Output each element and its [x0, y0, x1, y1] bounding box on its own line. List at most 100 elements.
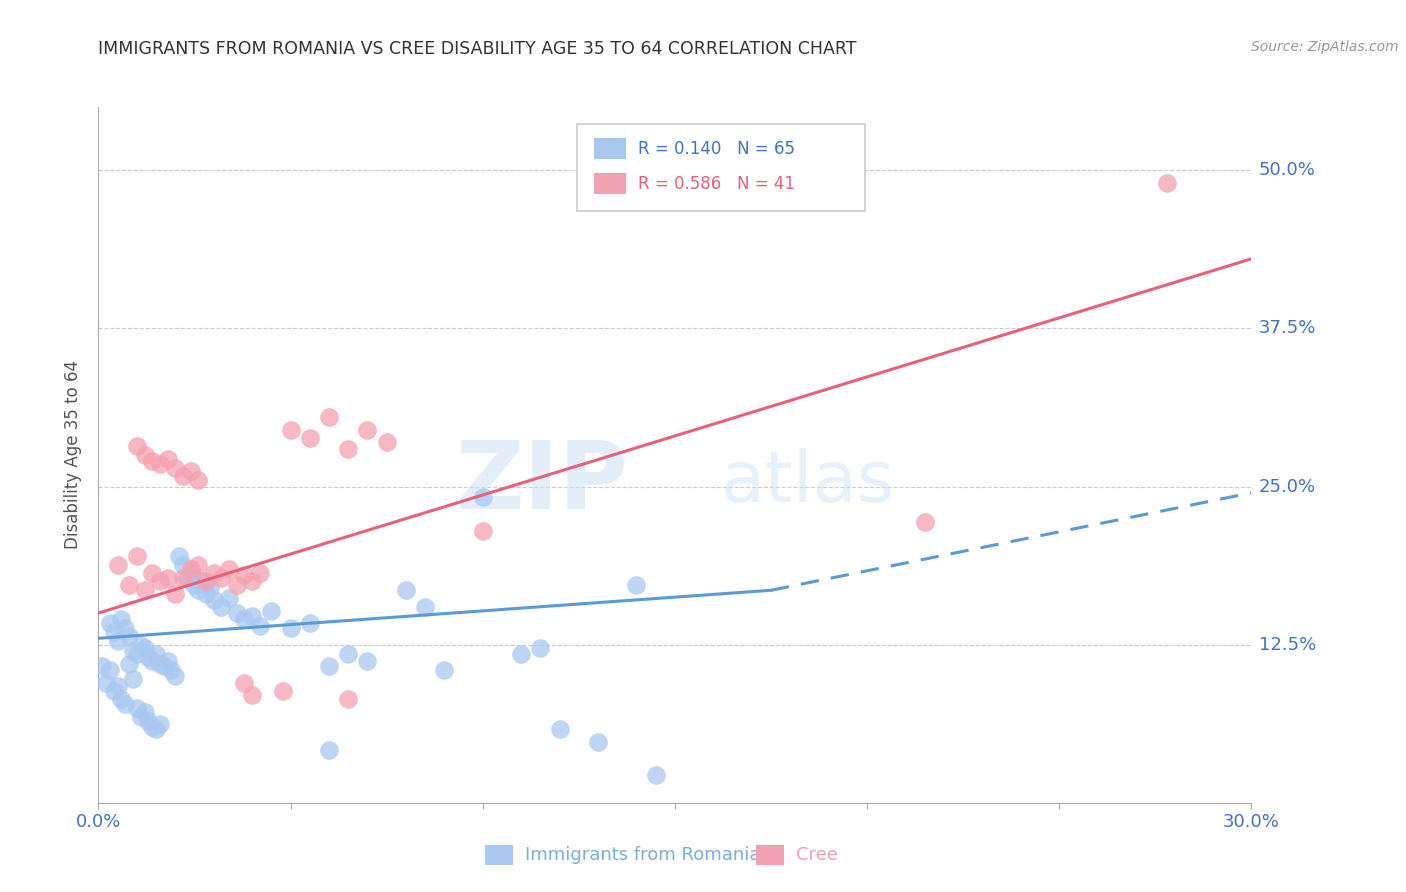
Point	[318, 409, 340, 424]
Point	[202, 566, 225, 580]
Point	[160, 663, 183, 677]
Point	[156, 451, 179, 466]
Point	[233, 568, 256, 582]
Point	[249, 566, 271, 580]
Point	[118, 578, 141, 592]
Point	[149, 457, 172, 471]
Point	[240, 688, 263, 702]
Point	[145, 723, 167, 737]
Point	[375, 435, 398, 450]
Point	[176, 571, 198, 585]
FancyBboxPatch shape	[595, 173, 627, 194]
Text: IMMIGRANTS FROM ROMANIA VS CREE DISABILITY AGE 35 TO 64 CORRELATION CHART: IMMIGRANTS FROM ROMANIA VS CREE DISABILI…	[98, 40, 856, 58]
Point	[114, 697, 136, 711]
Point	[107, 558, 129, 572]
Point	[98, 616, 121, 631]
Point	[180, 464, 202, 478]
Point	[249, 618, 271, 632]
Point	[298, 432, 321, 446]
Point	[103, 625, 125, 640]
Point	[914, 515, 936, 529]
Point	[172, 469, 194, 483]
Point	[165, 669, 187, 683]
Point	[198, 581, 221, 595]
Point	[225, 606, 247, 620]
Y-axis label: Disability Age 35 to 64: Disability Age 35 to 64	[65, 360, 83, 549]
Point	[471, 524, 494, 538]
Point	[167, 549, 190, 563]
FancyBboxPatch shape	[595, 138, 627, 159]
Point	[149, 657, 172, 671]
Point	[134, 583, 156, 598]
Point	[233, 675, 256, 690]
Point	[471, 490, 494, 504]
Point	[209, 599, 232, 614]
Point	[356, 423, 378, 437]
Point	[98, 663, 121, 677]
Point	[318, 742, 340, 756]
Text: 50.0%: 50.0%	[1258, 161, 1316, 179]
Point	[187, 583, 209, 598]
Point	[240, 574, 263, 589]
Point	[118, 629, 141, 643]
Point	[187, 558, 209, 572]
Point	[529, 641, 551, 656]
Point	[271, 684, 294, 698]
Point	[1156, 176, 1178, 190]
Text: R = 0.586   N = 41: R = 0.586 N = 41	[638, 175, 794, 193]
Point	[240, 608, 263, 623]
Text: Immigrants from Romania: Immigrants from Romania	[524, 846, 761, 864]
Point	[141, 566, 163, 580]
Point	[337, 692, 360, 706]
Point	[337, 647, 360, 661]
Point	[548, 723, 571, 737]
Point	[187, 473, 209, 487]
Point	[165, 587, 187, 601]
Point	[122, 644, 145, 658]
Point	[626, 578, 648, 592]
Point	[180, 566, 202, 580]
Point	[141, 720, 163, 734]
Text: 25.0%: 25.0%	[1258, 477, 1316, 496]
FancyBboxPatch shape	[755, 845, 785, 865]
Point	[195, 587, 218, 601]
Point	[114, 621, 136, 635]
Point	[195, 574, 218, 589]
Point	[510, 647, 533, 661]
Point	[94, 675, 117, 690]
Point	[395, 583, 418, 598]
Point	[152, 659, 174, 673]
Point	[209, 571, 232, 585]
Point	[165, 460, 187, 475]
Text: Cree: Cree	[796, 846, 838, 864]
Point	[129, 710, 152, 724]
Point	[103, 684, 125, 698]
Point	[134, 641, 156, 656]
Point	[141, 654, 163, 668]
Point	[125, 549, 148, 563]
Point	[644, 768, 666, 782]
Point	[125, 647, 148, 661]
Text: Source: ZipAtlas.com: Source: ZipAtlas.com	[1251, 40, 1399, 54]
Point	[191, 574, 214, 589]
Point	[356, 654, 378, 668]
Point	[110, 692, 132, 706]
Point	[172, 558, 194, 572]
Point	[433, 663, 456, 677]
Point	[134, 448, 156, 462]
FancyBboxPatch shape	[576, 124, 865, 211]
Point	[141, 454, 163, 468]
Point	[172, 571, 194, 585]
Point	[156, 654, 179, 668]
Point	[280, 423, 302, 437]
Point	[91, 659, 114, 673]
Point	[225, 578, 247, 592]
Point	[122, 672, 145, 686]
Point	[280, 621, 302, 635]
Point	[413, 599, 436, 614]
Point	[118, 657, 141, 671]
Point	[156, 571, 179, 585]
FancyBboxPatch shape	[485, 845, 513, 865]
Point	[298, 616, 321, 631]
Point	[202, 593, 225, 607]
